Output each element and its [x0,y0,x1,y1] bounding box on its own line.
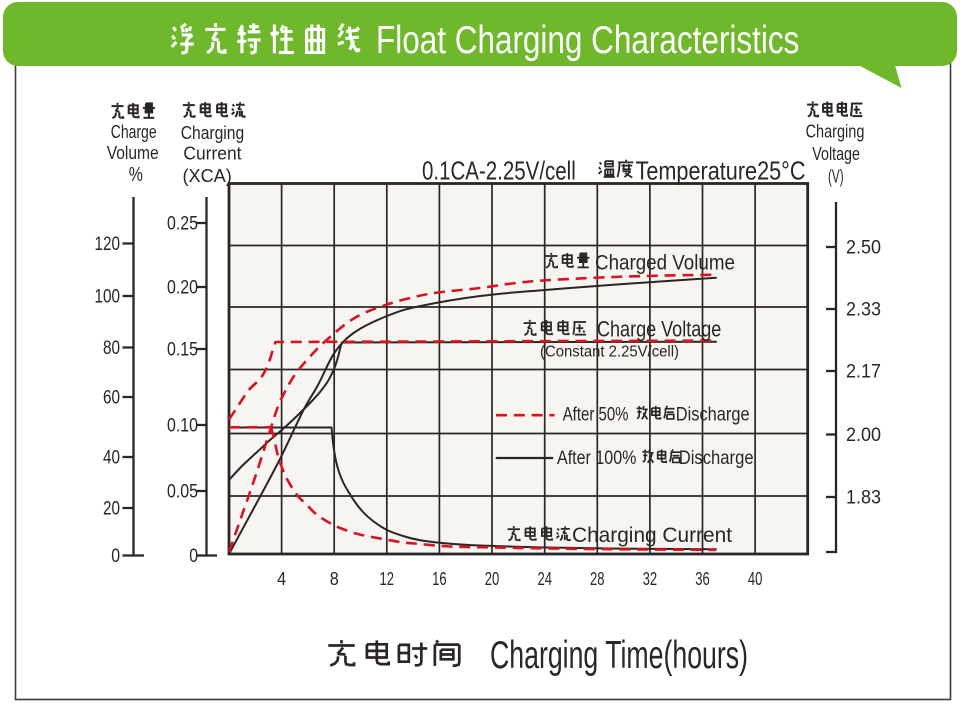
svg-text:Charge: Charge [111,122,157,142]
svg-text:Charge Voltage: Charge Voltage [597,317,721,342]
svg-text:Charging: Charging [181,123,245,143]
svg-text:2.00: 2.00 [846,425,881,446]
svg-text:0.10: 0.10 [167,416,198,437]
svg-text:0.1CA-2.25V/cell: 0.1CA-2.25V/cell [422,156,576,186]
svg-text:8: 8 [330,568,339,589]
svg-text:36: 36 [695,568,710,589]
svg-text:Charged Volume: Charged Volume [595,251,735,275]
svg-text:0.15: 0.15 [167,340,198,361]
svg-text:Discharge: Discharge [676,404,750,426]
svg-text:0.20: 0.20 [167,278,198,299]
svg-text:0.25: 0.25 [167,214,198,235]
svg-text:(XCA): (XCA) [183,165,232,186]
svg-text:100: 100 [95,287,121,308]
svg-text:After 50%: After 50% [563,404,629,426]
svg-text:2.17: 2.17 [846,362,881,383]
svg-text:(Constant 2.25V/cell): (Constant 2.25V/cell) [540,344,679,361]
svg-text:20: 20 [103,499,120,520]
svg-text:After 100%: After 100% [557,447,636,469]
svg-text:Charging: Charging [806,122,865,142]
svg-text:Current: Current [183,143,241,163]
svg-text:40: 40 [748,568,763,589]
svg-text:Float Charging Characteristics: Float Charging Characteristics [376,19,799,62]
svg-text:120: 120 [95,234,121,255]
svg-text:Volume: Volume [107,143,159,163]
svg-text:0.05: 0.05 [167,482,198,503]
svg-text:60: 60 [103,388,120,409]
svg-text:32: 32 [643,568,658,589]
svg-text:2.50: 2.50 [846,238,881,259]
svg-text:4: 4 [277,568,286,589]
svg-text:(V): (V) [828,166,844,187]
svg-text:0: 0 [111,546,120,567]
svg-text:2.33: 2.33 [846,300,881,321]
svg-text:12: 12 [380,568,395,589]
svg-text:Voltage: Voltage [812,144,860,164]
svg-text:80: 80 [103,338,120,359]
svg-text:40: 40 [103,448,120,469]
svg-text:20: 20 [485,568,500,589]
svg-text:0: 0 [189,546,198,567]
svg-text:1.83: 1.83 [846,488,881,509]
svg-text:%: % [129,164,143,186]
svg-text:16: 16 [432,568,447,589]
svg-text:Discharge: Discharge [679,447,754,469]
svg-text:28: 28 [590,568,605,589]
svg-text:Charging Time(hours): Charging Time(hours) [490,634,748,677]
svg-text:Charging Current: Charging Current [572,524,732,547]
svg-text:Temperature25°C: Temperature25°C [636,156,806,186]
svg-text:24: 24 [537,568,552,589]
